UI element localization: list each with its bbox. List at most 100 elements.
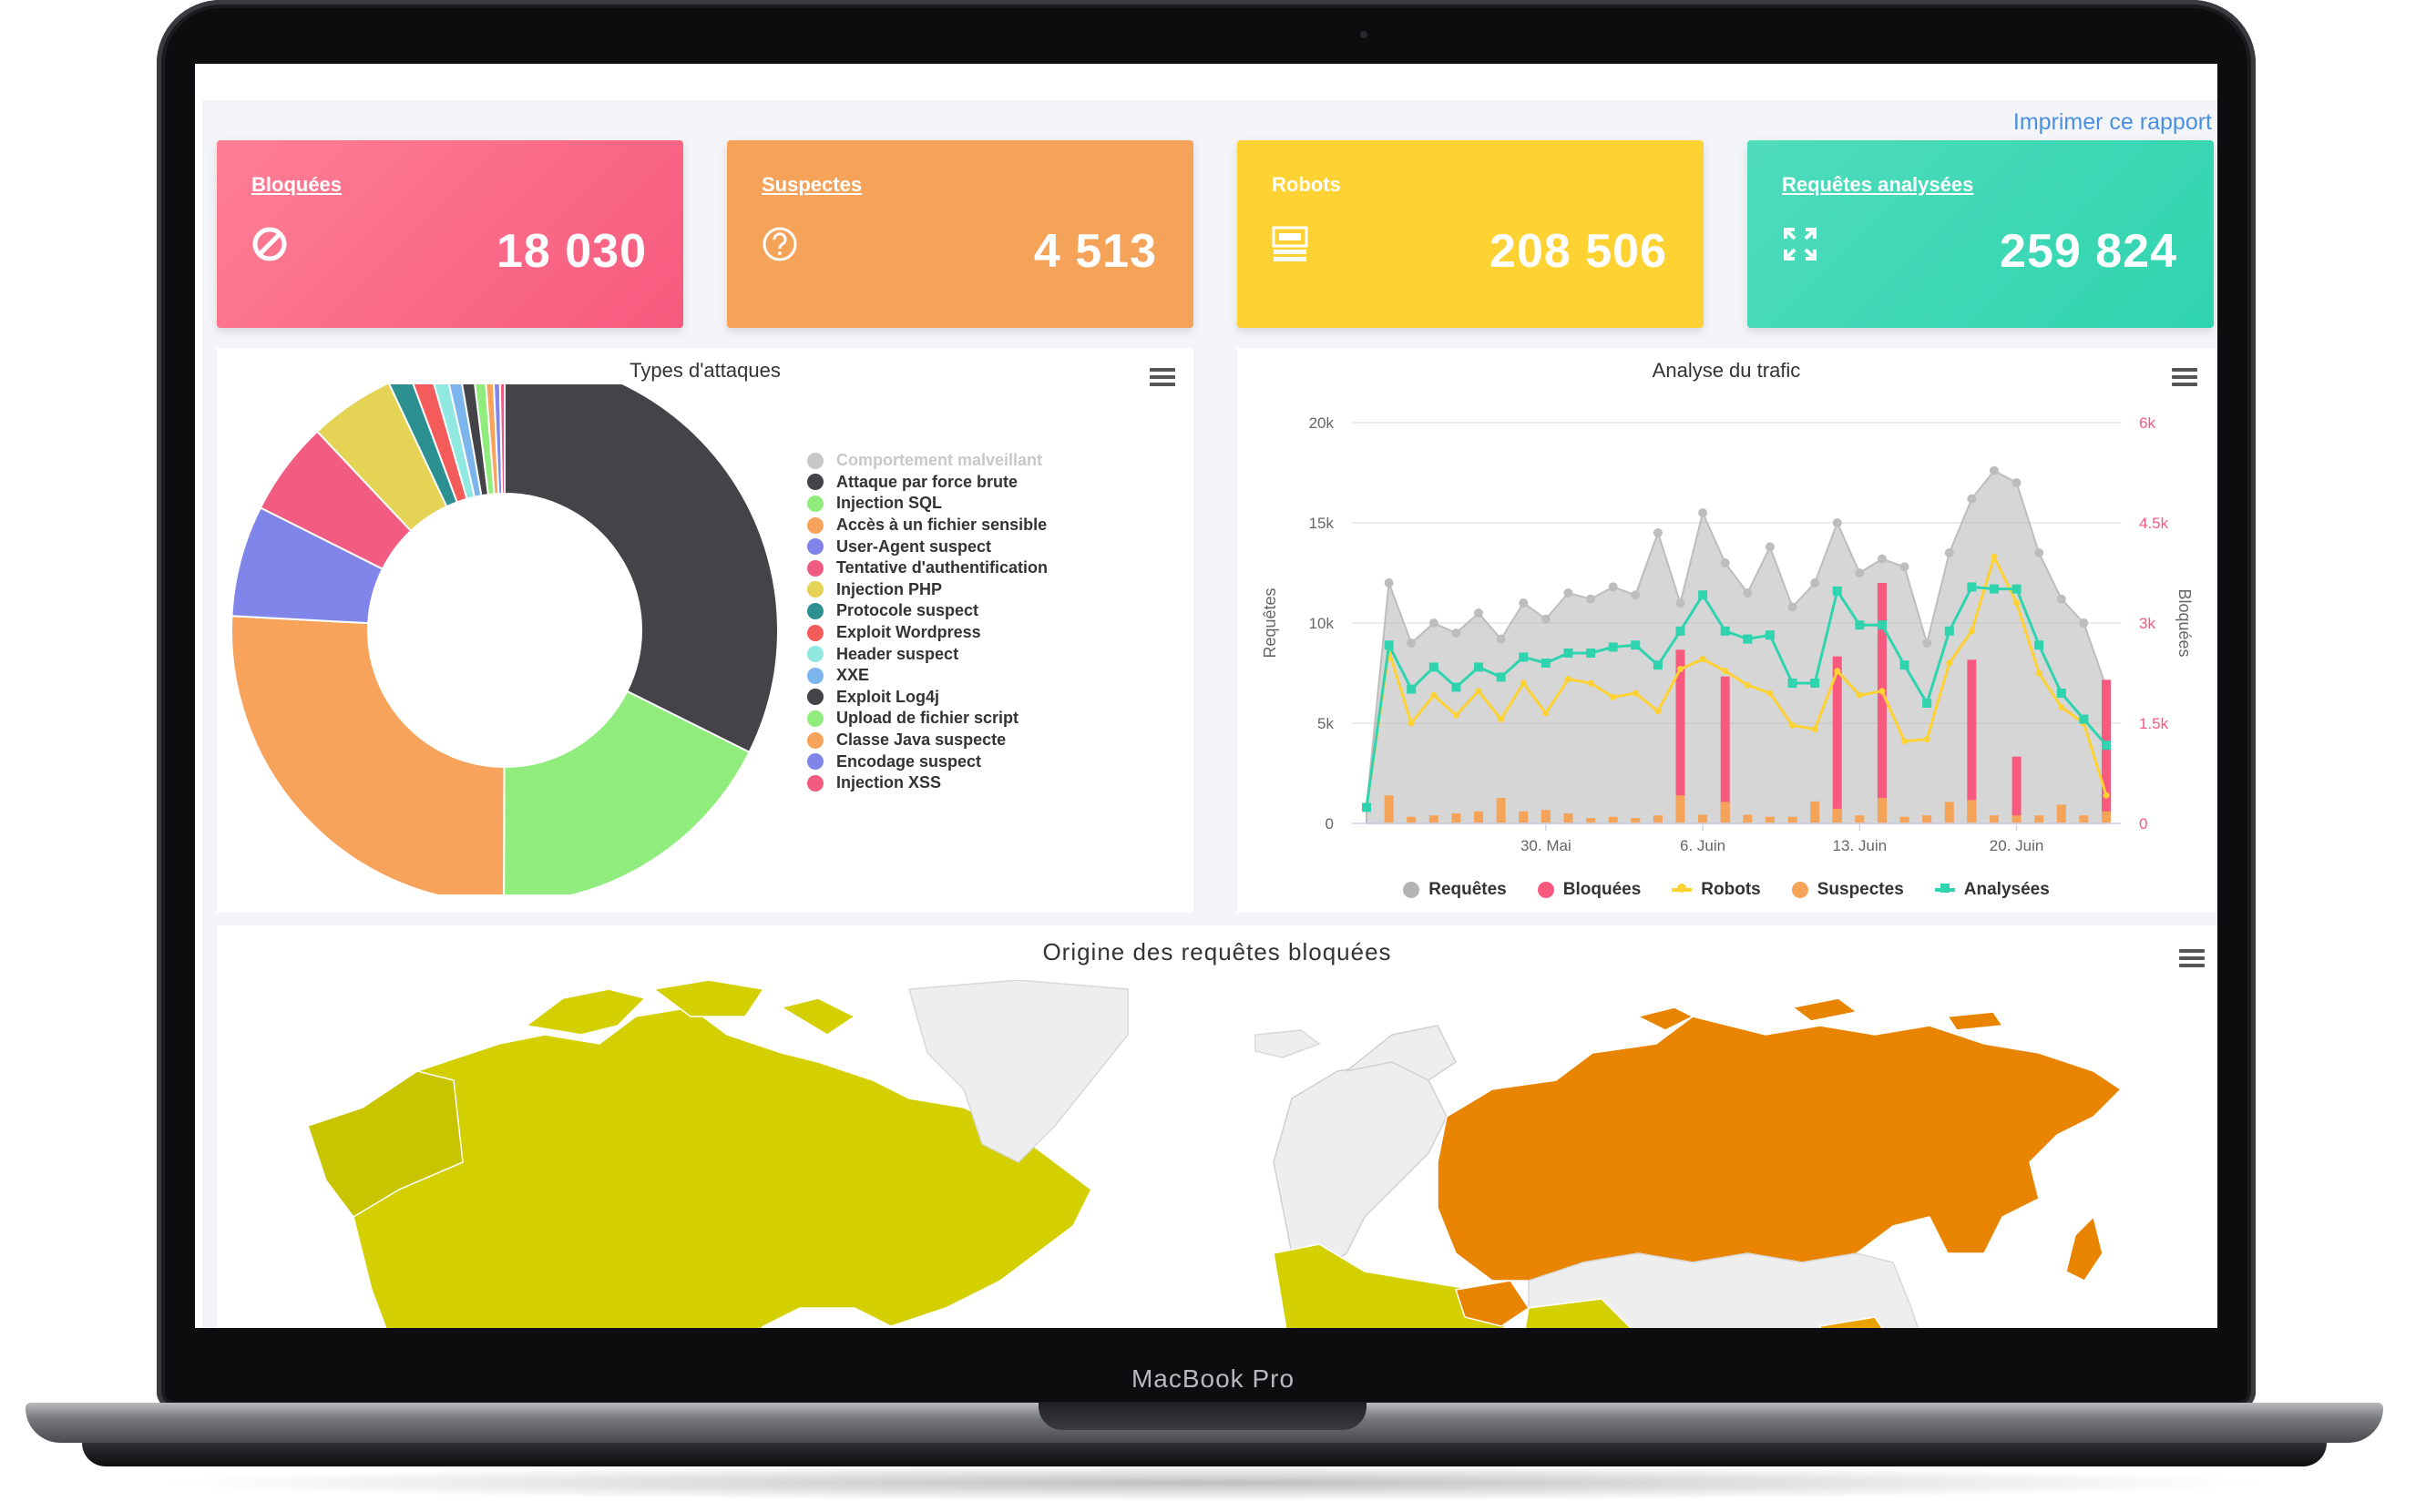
map-region-russia-islands[interactable] (1635, 997, 2004, 1031)
donut-slice[interactable] (498, 384, 506, 495)
point-robots[interactable] (1475, 688, 1482, 695)
point-requetes[interactable] (1743, 588, 1753, 598)
point-analysees[interactable] (1407, 684, 1417, 694)
chart-menu-icon[interactable] (2172, 368, 2197, 386)
legend-item[interactable]: Requêtes (1403, 880, 1507, 900)
map-region-iceland[interactable] (1254, 1029, 1321, 1058)
bar-suspectes[interactable] (1922, 815, 1932, 823)
donut-slice[interactable] (504, 384, 779, 754)
bar-suspectes[interactable] (1631, 818, 1641, 823)
point-requetes[interactable] (1810, 578, 1820, 587)
map-region-scandinavia[interactable] (1346, 1025, 1457, 1081)
point-analysees[interactable] (1563, 649, 1573, 658)
point-robots[interactable] (1520, 679, 1527, 687)
bar-suspectes[interactable] (1451, 813, 1461, 823)
bar-suspectes[interactable] (1765, 816, 1775, 823)
legend-item[interactable]: Exploit Wordpress (807, 622, 1048, 644)
legend-item[interactable]: Injection PHP (807, 579, 1048, 601)
bar-suspectes[interactable] (1743, 814, 1753, 823)
bar-suspectes[interactable] (1967, 800, 1977, 823)
point-analysees[interactable] (1428, 662, 1438, 672)
point-requetes[interactable] (1407, 639, 1417, 648)
point-requetes[interactable] (1519, 598, 1529, 608)
point-requetes[interactable] (1586, 594, 1596, 604)
map-region-mongolia[interactable] (1819, 1316, 1893, 1328)
bar-suspectes[interactable] (1720, 802, 1730, 823)
point-requetes[interactable] (1451, 628, 1461, 638)
bar-suspectes[interactable] (1675, 795, 1685, 823)
point-robots[interactable] (2058, 703, 2065, 710)
point-requetes[interactable] (2056, 594, 2066, 604)
point-robots[interactable] (1407, 720, 1415, 727)
bar-suspectes[interactable] (1855, 815, 1865, 823)
kpi-card-analyzed[interactable]: Requêtes analysées 259 824 (1747, 140, 2214, 328)
point-analysees[interactable] (2034, 640, 2044, 650)
point-robots[interactable] (1856, 691, 1863, 699)
map-region-arctic-islands[interactable] (525, 980, 856, 1036)
point-requetes[interactable] (1496, 634, 1506, 644)
point-analysees[interactable] (1765, 630, 1775, 640)
legend-item[interactable]: Exploit Log4j (807, 687, 1048, 709)
bar-bloquees[interactable] (1967, 659, 1977, 823)
point-analysees[interactable] (2102, 741, 2111, 751)
kpi-card-robots[interactable]: Robots 208 506 (1237, 140, 1704, 328)
point-robots[interactable] (2013, 599, 2021, 607)
print-report-link[interactable]: Imprimer ce rapport (2012, 109, 2212, 135)
point-analysees[interactable] (1519, 652, 1529, 662)
point-analysees[interactable] (1720, 626, 1730, 636)
point-robots[interactable] (1991, 553, 1998, 560)
donut-slice[interactable] (503, 690, 751, 894)
map-region-north-america[interactable] (307, 1006, 1092, 1328)
legend-item[interactable]: Encodage suspect (807, 751, 1048, 772)
kpi-title[interactable]: Suspectes (762, 173, 863, 196)
bar-bloquees[interactable] (2011, 756, 2022, 823)
point-requetes[interactable] (1967, 494, 1977, 504)
bar-suspectes[interactable] (1586, 818, 1596, 823)
bar-suspectes[interactable] (1541, 810, 1551, 823)
kpi-title[interactable]: Requêtes analysées (1782, 173, 1974, 196)
bar-suspectes[interactable] (2034, 815, 2044, 823)
point-analysees[interactable] (1787, 679, 1797, 688)
bar-suspectes[interactable] (1877, 798, 1887, 823)
bar-bloquees[interactable] (1832, 656, 1842, 823)
legend-item[interactable]: Tentative d'authentification (807, 557, 1048, 579)
bar-suspectes[interactable] (1608, 816, 1618, 823)
point-robots[interactable] (1789, 721, 1796, 729)
point-requetes[interactable] (1653, 528, 1663, 537)
point-requetes[interactable] (1989, 465, 1999, 475)
legend-item[interactable]: Header suspect (807, 643, 1048, 665)
point-robots[interactable] (1610, 693, 1617, 700)
point-robots[interactable] (1654, 708, 1662, 715)
bar-suspectes[interactable] (1698, 814, 1708, 823)
kpi-card-suspect[interactable]: Suspectes 4 513 (727, 140, 1193, 328)
donut-slice[interactable] (230, 615, 506, 894)
series-line-analysees[interactable] (1365, 585, 2108, 808)
point-robots[interactable] (1968, 628, 1975, 635)
point-requetes[interactable] (1944, 548, 1954, 557)
map-region-europe[interactable] (1273, 1061, 1448, 1272)
point-robots[interactable] (1632, 690, 1639, 697)
bar-suspectes[interactable] (2102, 811, 2111, 823)
point-analysees[interactable] (1877, 620, 1887, 630)
point-analysees[interactable] (1541, 659, 1551, 668)
bar-suspectes[interactable] (1428, 815, 1438, 823)
point-analysees[interactable] (2056, 689, 2066, 698)
bar-suspectes[interactable] (1474, 811, 1484, 823)
point-robots[interactable] (1923, 736, 1930, 743)
point-requetes[interactable] (1787, 602, 1797, 612)
bar-suspectes[interactable] (1810, 801, 1820, 823)
point-requetes[interactable] (1698, 508, 1708, 517)
bar-suspectes[interactable] (1407, 816, 1417, 823)
point-robots[interactable] (1564, 676, 1571, 683)
point-analysees[interactable] (1944, 626, 1954, 636)
point-analysees[interactable] (1362, 802, 1371, 812)
point-requetes[interactable] (1877, 554, 1887, 564)
bar-suspectes[interactable] (1989, 815, 1999, 823)
point-analysees[interactable] (1698, 590, 1708, 600)
point-robots[interactable] (1430, 691, 1438, 699)
legend-item[interactable]: XXE (807, 665, 1048, 687)
point-analysees[interactable] (1855, 620, 1865, 630)
point-analysees[interactable] (1743, 634, 1753, 644)
bar-suspectes[interactable] (1653, 815, 1663, 823)
point-requetes[interactable] (1720, 558, 1730, 567)
